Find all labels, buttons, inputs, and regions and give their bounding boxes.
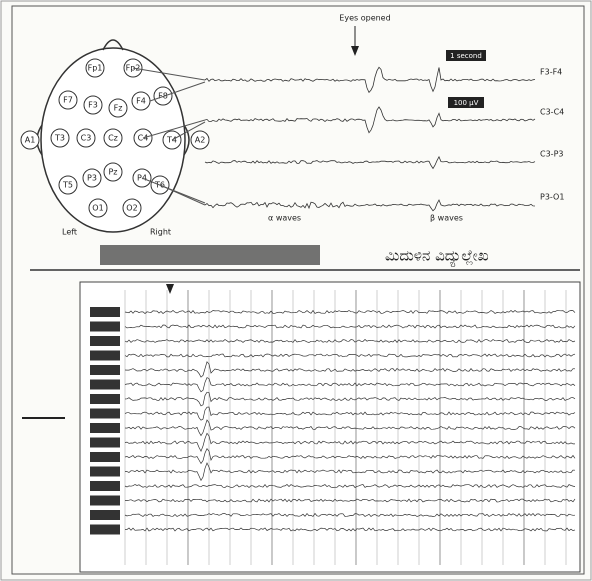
electrode-label: Pz [108,168,117,177]
channel-box [90,452,120,462]
left-label: Left [62,228,77,237]
electrode-label: A1 [25,136,36,145]
electrode-label: Fz [114,104,123,113]
channel-box [90,380,120,390]
channel-box [90,351,120,361]
electrode-label: F3 [88,101,98,110]
electrode-label: C3 [81,134,92,143]
electrode-label: O1 [92,204,103,213]
one-second: 1 second [450,52,482,60]
trace-label: C3-P3 [540,150,563,159]
channel-box [90,365,120,375]
eeg-figure: Left Right Eyes opened 1 second 100 µV α… [0,0,592,581]
electrode-label: F4 [136,97,146,106]
stamp [100,245,320,265]
channel-box [90,409,120,419]
electrode-label: O2 [126,204,137,213]
channel-box [90,438,120,448]
channel-box [90,496,120,506]
caption: ಮಿದುಳಿನ ವಿದ್ಯುಲ್ಲೇಖ [385,247,489,268]
channel-box [90,481,120,491]
channel-box [90,467,120,477]
channel-box [90,525,120,535]
channel-box [90,423,120,433]
electrode-label: T3 [54,134,65,143]
trace-label: F3-F4 [540,68,562,77]
beta-waves: β waves [430,214,463,223]
channel-box [90,510,120,520]
electrode-label: T4 [166,136,177,145]
electrode-label: P3 [87,174,97,183]
channel-box [90,336,120,346]
eyes-opened: Eyes opened [339,14,390,23]
channel-box [90,322,120,332]
microvolts: 100 µV [454,99,479,107]
electrode-label: T5 [62,181,73,190]
electrode-label: Cz [108,134,118,143]
alpha-waves: α waves [268,214,301,223]
right-label: Right [150,228,171,237]
channel-box [90,307,120,317]
trace-label: C3-C4 [540,108,564,117]
channel-box [90,394,120,404]
trace-label: P3-O1 [540,193,564,202]
electrode-label: A2 [195,136,206,145]
electrode-label: Fp1 [88,64,103,73]
electrode-label: F7 [63,96,73,105]
